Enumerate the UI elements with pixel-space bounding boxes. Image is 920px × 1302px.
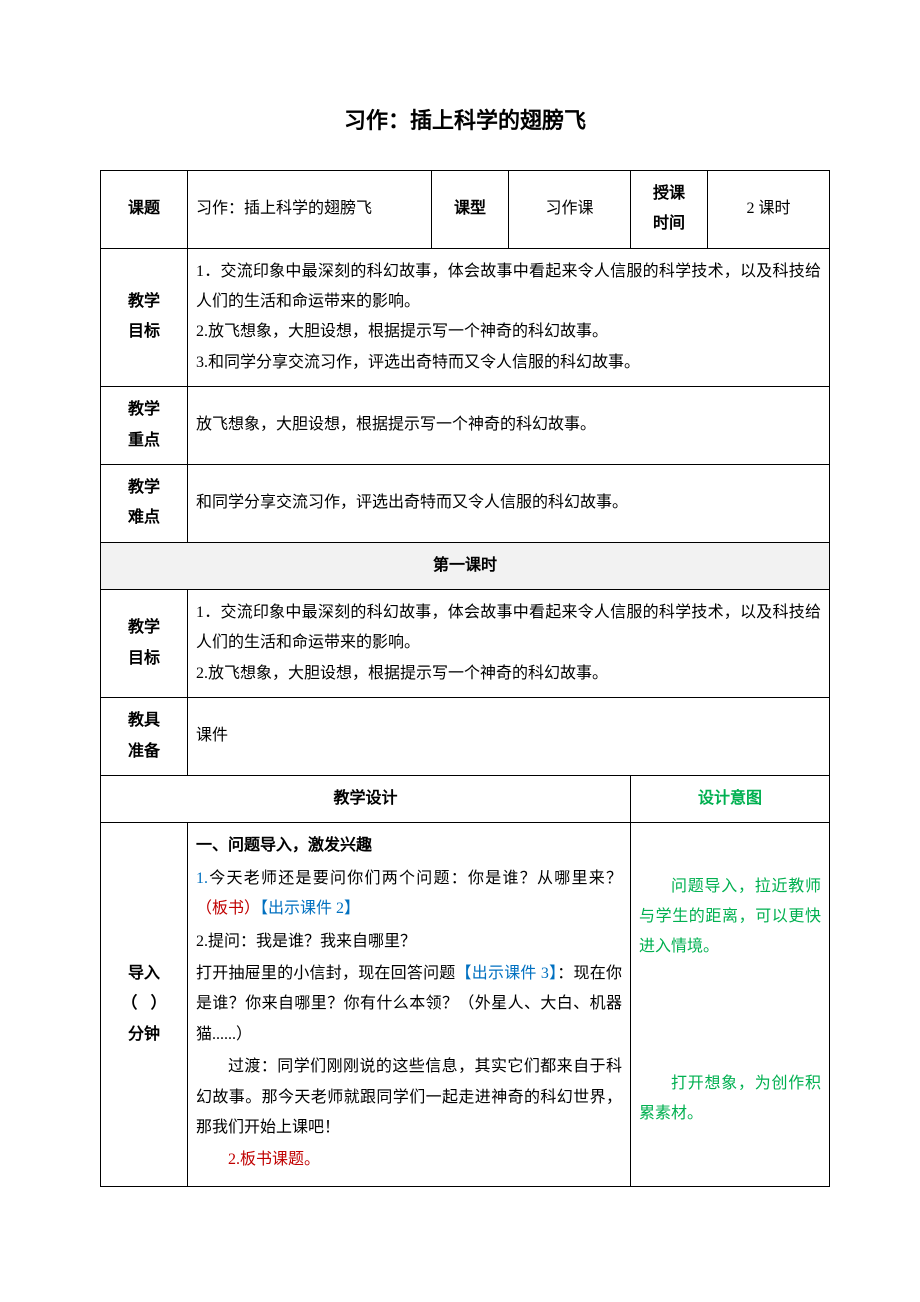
leadin-line: 1.今天老师还是要问你们两个问题：你是谁？从哪里来？ （板书）【出示课件 2】 bbox=[196, 864, 622, 925]
leadin-line: 过渡：同学们刚刚说的这些信息，其实它们都来自于科幻故事。那今天老师就跟同学们一起… bbox=[196, 1052, 622, 1143]
leadin-line: 2.板书课题。 bbox=[196, 1145, 622, 1175]
label-text: 教学 bbox=[128, 293, 160, 310]
note-blue: 【出示课件 3】 bbox=[456, 965, 558, 982]
label-text: 准备 bbox=[128, 743, 160, 760]
intent-line: 打开想象，为创作积累素材。 bbox=[639, 1069, 821, 1130]
label-text: ） bbox=[151, 995, 167, 1012]
value-duration: 2 课时 bbox=[708, 170, 830, 248]
value-materials: 课件 bbox=[188, 698, 830, 776]
note-red: 板书课题。 bbox=[240, 1151, 320, 1168]
label-goals: 教学 目标 bbox=[101, 248, 188, 387]
section-header-text: 第一课时 bbox=[101, 542, 830, 589]
value-difficulty: 和同学分享交流习作，评选出奇特而又令人信服的科幻故事。 bbox=[188, 464, 830, 542]
table-row: 教学 重点 放飞想象，大胆设想，根据提示写一个神奇的科幻故事。 bbox=[101, 387, 830, 465]
lesson-table: 课题 习作：插上科学的翅膀飞 课型 习作课 授课 时间 2 课时 教学 目标 1… bbox=[100, 170, 830, 1187]
design-header-row: 教学设计 设计意图 bbox=[101, 776, 830, 823]
intent-content: 问题导入，拉近教师与学生的距离，可以更快进入情境。 打开想象，为创作积累素材。 bbox=[631, 823, 830, 1186]
label-difficulty: 教学 难点 bbox=[101, 464, 188, 542]
note-red: （板书） bbox=[196, 900, 260, 917]
table-row: 教学 难点 和同学分享交流习作，评选出奇特而又令人信服的科幻故事。 bbox=[101, 464, 830, 542]
leadin-line: 2.提问：我是谁？我来自哪里？ bbox=[196, 927, 622, 957]
value-topic: 习作：插上科学的翅膀飞 bbox=[188, 170, 432, 248]
value-goals-p1: 1．交流印象中最深刻的科幻故事，体会故事中看起来令人信服的科学技术，以及科技给人… bbox=[188, 590, 830, 698]
label-text: 难点 bbox=[128, 509, 160, 526]
section-header-period1: 第一课时 bbox=[101, 542, 830, 589]
label-text: 导入 bbox=[128, 965, 160, 982]
table-row: 教学 目标 1．交流印象中最深刻的科幻故事，体会故事中看起来令人信服的科学技术，… bbox=[101, 248, 830, 387]
label-text: 教学 bbox=[128, 401, 160, 418]
page-title: 习作：插上科学的翅膀飞 bbox=[100, 100, 830, 142]
label-text: （ bbox=[121, 995, 137, 1012]
label-focus: 教学 重点 bbox=[101, 387, 188, 465]
value-focus: 放飞想象，大胆设想，根据提示写一个神奇的科幻故事。 bbox=[188, 387, 830, 465]
label-text: 教学 bbox=[128, 479, 160, 496]
leadin-heading: 一、问题导入，激发兴趣 bbox=[196, 831, 622, 861]
label-text: 目标 bbox=[128, 650, 160, 667]
text: 今天老师还是要问你们两个问题：你是谁？从哪里来？ bbox=[208, 870, 622, 887]
label-teach-time: 授课 时间 bbox=[631, 170, 708, 248]
label-goals-p1: 教学 目标 bbox=[101, 590, 188, 698]
leadin-content: 一、问题导入，激发兴趣 1.今天老师还是要问你们两个问题：你是谁？从哪里来？ （… bbox=[188, 823, 631, 1186]
label-leadin: 导入 （ ） 分钟 bbox=[101, 823, 188, 1186]
num-blue: 1. bbox=[196, 870, 208, 887]
label-materials: 教具 准备 bbox=[101, 698, 188, 776]
spacer bbox=[639, 971, 821, 1061]
leadin-line: 打开抽屉里的小信封，现在回答问题【出示课件 3】：现在你是谁？你来自哪里？你有什… bbox=[196, 959, 622, 1050]
page: 习作：插上科学的翅膀飞 课题 习作：插上科学的翅膀飞 课型 习作课 授课 时间 … bbox=[0, 0, 920, 1302]
label-text: 教学 bbox=[128, 619, 160, 636]
label-topic: 课题 bbox=[101, 170, 188, 248]
note-blue: 【出示课件 2】 bbox=[260, 900, 360, 917]
table-row: 课题 习作：插上科学的翅膀飞 课型 习作课 授课 时间 2 课时 bbox=[101, 170, 830, 248]
value-goals: 1．交流印象中最深刻的科幻故事，体会故事中看起来令人信服的科学技术，以及科技给人… bbox=[188, 248, 830, 387]
leadin-row: 导入 （ ） 分钟 一、问题导入，激发兴趣 1.今天老师还是要问你们两个问题：你… bbox=[101, 823, 830, 1186]
label-text: 目标 bbox=[128, 323, 160, 340]
label-text: 授课 bbox=[653, 185, 685, 202]
intent-line: 问题导入，拉近教师与学生的距离，可以更快进入情境。 bbox=[639, 872, 821, 963]
label-text: 教具 bbox=[128, 712, 160, 729]
label-teach-design: 教学设计 bbox=[101, 776, 631, 823]
label-text: 分钟 bbox=[128, 1026, 160, 1043]
table-row: 教具 准备 课件 bbox=[101, 698, 830, 776]
label-class-type: 课型 bbox=[432, 170, 509, 248]
label-text: 时间 bbox=[653, 215, 685, 232]
value-class-type: 习作课 bbox=[509, 170, 631, 248]
num-red: 2. bbox=[228, 1151, 240, 1168]
table-row: 教学 目标 1．交流印象中最深刻的科幻故事，体会故事中看起来令人信服的科学技术，… bbox=[101, 590, 830, 698]
text: 打开抽屉里的小信封，现在回答问题 bbox=[196, 965, 456, 982]
text: 过渡：同学们刚刚说的这些信息，其实它们都来自于科幻故事。那今天老师就跟同学们一起… bbox=[196, 1052, 622, 1143]
label-text: 课题 bbox=[128, 200, 160, 217]
label-text: 重点 bbox=[128, 432, 160, 449]
label-design-intent: 设计意图 bbox=[631, 776, 830, 823]
